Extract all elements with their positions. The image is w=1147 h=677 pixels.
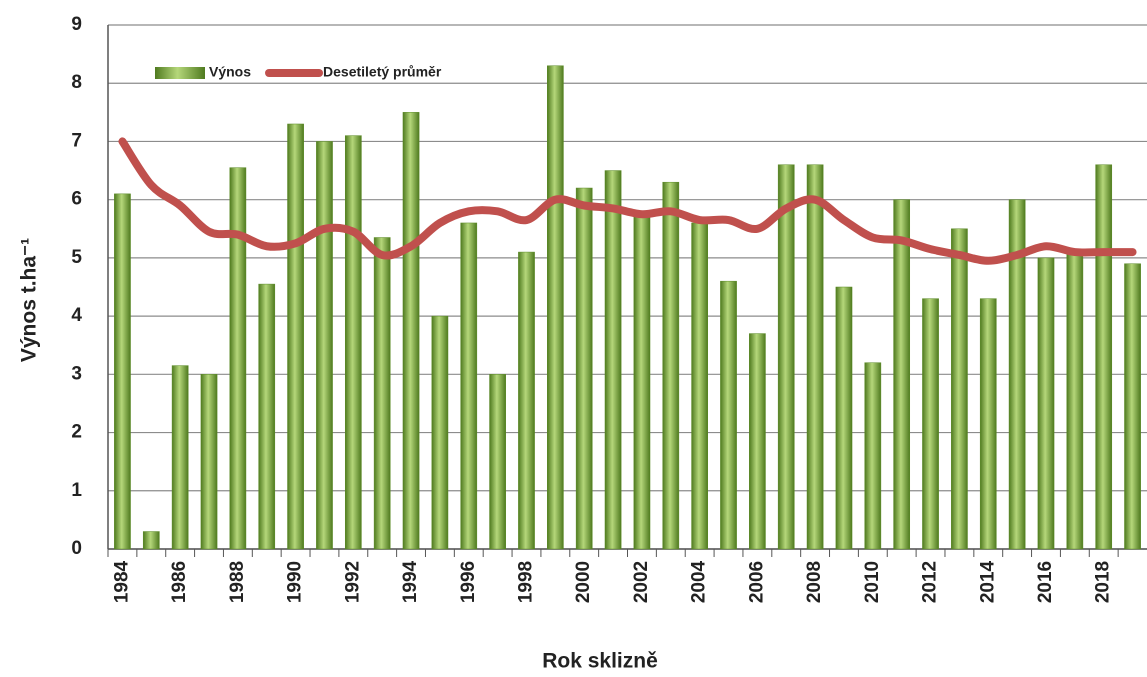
x-tick-label: 2012 — [920, 561, 941, 603]
y-tick-label: 1 — [71, 480, 82, 501]
bar — [316, 141, 333, 550]
x-tick-label: 1988 — [227, 561, 248, 603]
bar — [287, 123, 304, 550]
bar — [402, 112, 420, 550]
x-tick-label: 2010 — [862, 561, 883, 603]
bar — [979, 298, 997, 550]
y-tick-label: 3 — [71, 363, 82, 384]
y-tick-label: 8 — [71, 72, 82, 93]
bar — [806, 164, 824, 550]
y-tick-label: 6 — [71, 189, 82, 210]
x-tick-label: 2016 — [1035, 561, 1056, 603]
bar — [171, 365, 189, 550]
x-tick-label: 1996 — [458, 561, 479, 603]
bar — [518, 251, 535, 550]
y-tick-label: 7 — [71, 130, 82, 151]
x-tick-label: 2002 — [631, 561, 652, 603]
bar — [575, 187, 593, 550]
line — [118, 137, 1137, 265]
bar — [893, 199, 911, 550]
y-axis-label: Výnos t.ha⁻¹ — [18, 238, 41, 362]
bar — [373, 237, 391, 550]
bar — [864, 362, 882, 550]
bar — [229, 167, 247, 550]
bar — [691, 222, 708, 550]
bar — [431, 315, 449, 550]
x-tick-label: 1990 — [285, 561, 306, 603]
bar — [604, 170, 622, 550]
bar — [142, 531, 160, 550]
y-tick-label: 2 — [71, 422, 82, 443]
bar — [1066, 251, 1084, 550]
bar — [922, 298, 939, 550]
bar — [258, 283, 276, 550]
bar — [1008, 199, 1026, 550]
x-tick-label: 1994 — [400, 560, 421, 603]
bar — [662, 181, 680, 550]
x-tick-label: 2014 — [977, 560, 998, 603]
bar — [835, 286, 853, 550]
x-tick-label: 2004 — [689, 560, 710, 603]
y-tick-label: 5 — [71, 247, 82, 268]
y-tick-label: 0 — [71, 538, 82, 559]
bar — [749, 333, 766, 550]
bar — [200, 374, 218, 550]
x-tick-label: 2000 — [573, 561, 594, 603]
legend-label: Výnos — [209, 64, 251, 80]
bar — [720, 280, 737, 550]
x-tick-label: 2008 — [804, 561, 825, 603]
x-tick-label: 1984 — [111, 560, 132, 603]
bar — [344, 135, 362, 550]
bar — [1037, 257, 1055, 550]
bar — [547, 65, 564, 550]
legend-label: Desetiletý průměr — [323, 64, 442, 80]
bar — [777, 164, 795, 550]
x-tick-label: 1986 — [169, 561, 190, 603]
bar — [489, 374, 506, 550]
x-tick-label: 2018 — [1093, 561, 1114, 603]
x-axis-label: Rok sklizně — [542, 650, 658, 673]
bar — [951, 228, 968, 550]
x-tick-label: 2006 — [746, 561, 767, 603]
bar — [1124, 263, 1141, 550]
bar — [1095, 164, 1113, 550]
bar — [460, 222, 478, 550]
y-tick-label: 4 — [71, 305, 82, 326]
y-tick-label: 9 — [71, 14, 82, 35]
bar — [633, 211, 651, 550]
legend-swatch — [155, 67, 205, 79]
x-tick-label: 1998 — [516, 561, 537, 603]
bar — [114, 193, 131, 550]
x-tick-label: 1992 — [342, 561, 363, 603]
